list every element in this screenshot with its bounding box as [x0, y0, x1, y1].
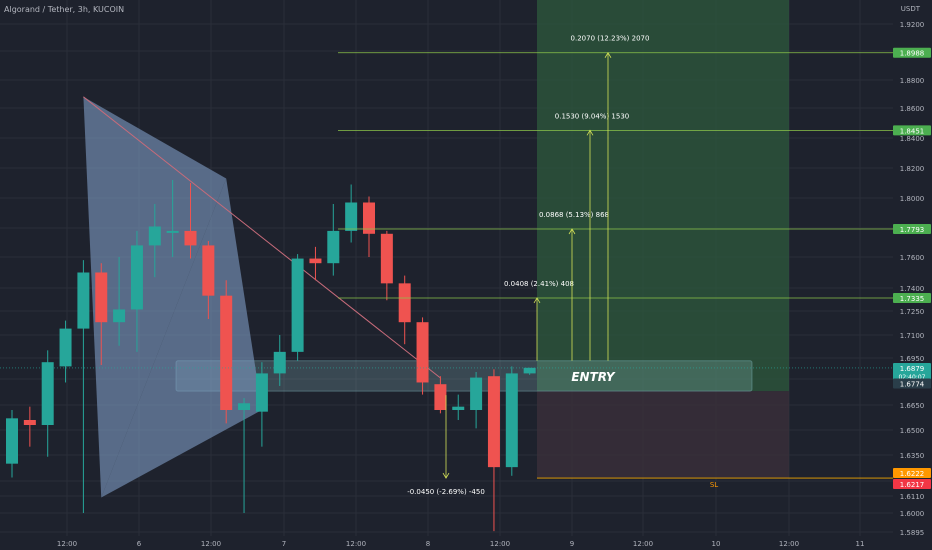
- price-label-value: 1.6217: [900, 481, 925, 489]
- y-tick-label: 1.6650: [900, 402, 925, 410]
- y-tick-label: 1.7250: [900, 308, 925, 316]
- candle-body: [130, 245, 143, 310]
- x-tick-label: 12:00: [201, 540, 221, 548]
- profit-zone: [537, 0, 789, 392]
- price-label-box: [893, 292, 931, 303]
- candle-body: [59, 328, 72, 367]
- candle-body: [113, 309, 126, 323]
- x-tick-label: 12:00: [57, 540, 77, 548]
- price-label-value: 1.8451: [900, 127, 925, 135]
- candle-body: [273, 351, 286, 374]
- candle-body: [238, 403, 251, 410]
- candle-body: [470, 377, 483, 410]
- price-label-value: 1.6222: [900, 470, 925, 478]
- price-label-box: [893, 125, 931, 136]
- trend-line: [83, 96, 441, 378]
- x-tick-label: 7: [282, 540, 286, 548]
- y-tick-label: 1.7100: [900, 332, 925, 340]
- y-tick-label: 1.7400: [900, 285, 925, 293]
- x-tick-label: 12:00: [490, 540, 510, 548]
- risk-measurement: -0.0450 (-2.69%) -450: [407, 488, 485, 496]
- target-measurement: 0.0408 (2.41%) 408: [504, 280, 574, 288]
- price-label-box: [893, 362, 931, 381]
- x-tick-label: 12:00: [633, 540, 653, 548]
- candle-body: [6, 418, 18, 464]
- candle-body: [255, 373, 268, 412]
- price-label-box: [893, 468, 931, 479]
- y-tick-label: 1.8400: [900, 135, 925, 143]
- price-labels: 1.89881.84511.77931.73351.687902:40:071.…: [893, 47, 931, 490]
- x-tick-label: 12:00: [346, 540, 366, 548]
- candle-body: [291, 258, 304, 352]
- harmonic-pattern-right: [101, 178, 262, 498]
- price-label-value: 1.7793: [900, 226, 925, 234]
- price-label-value: 1.8988: [900, 50, 925, 58]
- entry-label: ENTRY: [571, 370, 616, 384]
- price-label-value: 1.7335: [900, 295, 925, 303]
- candle-body: [95, 272, 108, 323]
- candle-body: [345, 202, 358, 231]
- candle-body: [452, 406, 465, 410]
- candle-body: [487, 376, 500, 468]
- y-tick-label: 1.7600: [900, 254, 925, 262]
- price-label-box: [893, 47, 931, 58]
- price-label-box: [893, 378, 931, 389]
- candle-body: [380, 233, 393, 284]
- candle-body: [184, 230, 197, 246]
- candles: [6, 180, 536, 532]
- candle-body: [220, 295, 233, 410]
- target-arrow-head: [568, 228, 576, 235]
- candle-body: [23, 420, 36, 425]
- y-tick-label: 1.6110: [900, 493, 925, 501]
- target-measurement: 0.1530 (9.04%) 1530: [555, 112, 629, 120]
- y-tick-label: 1.6950: [900, 355, 925, 363]
- y-tick-label: 1.8800: [900, 77, 925, 85]
- candle-body: [202, 245, 215, 296]
- x-tick-label: 10: [712, 540, 721, 548]
- y-tick-label: 1.6500: [900, 427, 925, 435]
- currency-label: USDT: [900, 5, 920, 13]
- stop-loss-label: SL: [710, 481, 718, 489]
- candle-body: [41, 362, 54, 425]
- price-label-box: [893, 479, 931, 490]
- y-tick-label: 1.8600: [900, 105, 925, 113]
- x-tick-label: 11: [856, 540, 865, 548]
- x-tick-label: 12:00: [779, 540, 799, 548]
- candle-body: [505, 373, 518, 468]
- risk-arrow-head: [442, 472, 450, 479]
- chart-title: Algorand / Tether, 3h, KUCOIN: [4, 5, 125, 14]
- x-tick-label: 9: [570, 540, 574, 548]
- target-arrow-head: [604, 51, 612, 58]
- y-tick-label: 1.8000: [900, 195, 925, 203]
- price-label-value: 1.6879: [900, 365, 925, 373]
- candle-body: [363, 202, 375, 234]
- y-tick-label: 1.9200: [900, 21, 925, 29]
- candle-body: [434, 384, 447, 410]
- target-measurement: 0.2070 (12.23%) 2070: [571, 35, 650, 43]
- x-tick-label: 6: [137, 540, 142, 548]
- price-label-countdown: 02:40:07: [899, 374, 926, 381]
- x-axis: 12:00 6 12:00 7 12:00 8 12:00 9 12:00 10 12:00 11: [57, 540, 865, 548]
- candle-body: [416, 322, 429, 383]
- y-tick-label: 1.6350: [900, 452, 925, 460]
- candle-body: [523, 367, 536, 374]
- candle-body: [309, 258, 322, 264]
- target-measurement: 0.0868 (5.13%) 868: [539, 211, 609, 219]
- target-arrow-head: [586, 129, 594, 136]
- candle-body: [148, 226, 161, 246]
- y-tick-label: 1.6000: [900, 510, 925, 518]
- candle-body: [166, 230, 179, 233]
- y-tick-label: 1.5895: [900, 529, 925, 537]
- price-label-value: 1.6774: [900, 381, 925, 389]
- x-tick-label: 8: [426, 540, 430, 548]
- y-tick-label: 1.8200: [900, 165, 925, 173]
- loss-zone: [537, 391, 789, 479]
- candle-body: [398, 283, 411, 323]
- candle-body: [327, 230, 340, 264]
- price-label-box: [893, 224, 931, 235]
- candle-body: [77, 272, 90, 329]
- target-arrow-head: [533, 297, 541, 304]
